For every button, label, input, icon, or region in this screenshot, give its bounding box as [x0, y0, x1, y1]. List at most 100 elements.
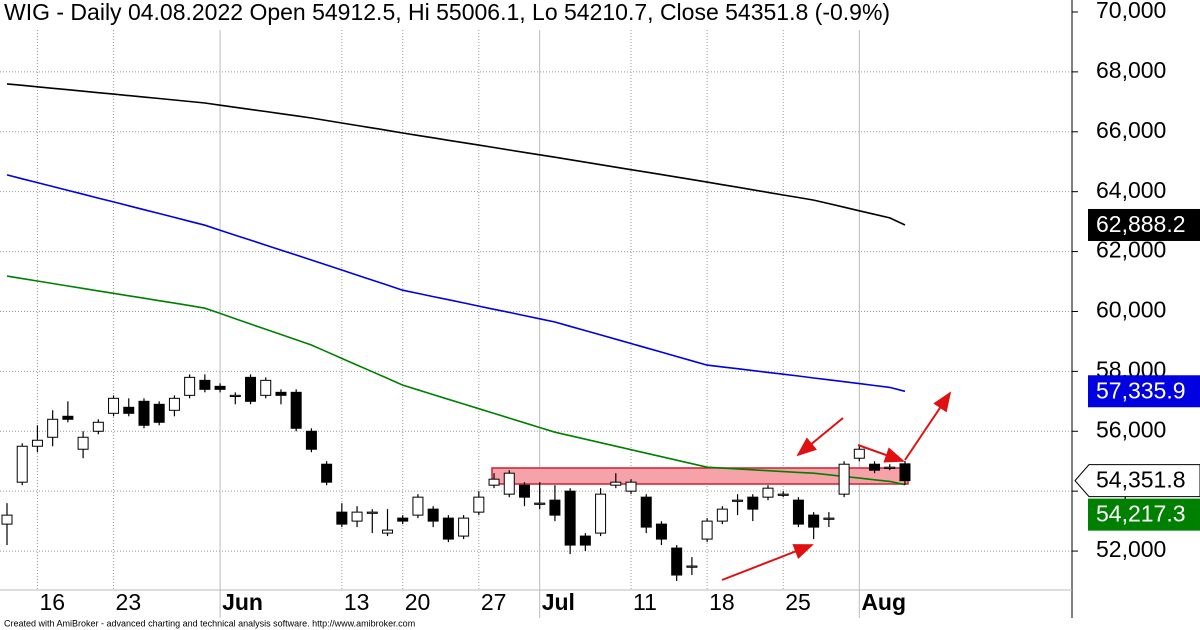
value-box: [1088, 375, 1200, 408]
candle-body: [199, 379, 211, 390]
candle-body: [92, 421, 104, 432]
close-box: [1074, 464, 1200, 498]
candle-body: [640, 496, 652, 528]
candle-body: [245, 376, 257, 402]
candle-body: [595, 493, 607, 534]
grid-layer: [0, 0, 1072, 618]
x-tick-label: 11: [633, 589, 657, 615]
x-tick-label: Jul: [542, 589, 575, 615]
candle-body: [275, 391, 287, 396]
candle-body: [732, 499, 744, 502]
y-tick-label: 64,000: [1096, 177, 1166, 203]
candle-body: [884, 466, 896, 469]
arrow: [857, 444, 905, 463]
candle-body: [31, 439, 43, 447]
x-tick-label: 20: [405, 589, 431, 615]
candle-body: [138, 400, 150, 426]
candle-body: [518, 484, 530, 498]
x-tick-label: Jun: [222, 589, 263, 615]
candle-body: [184, 376, 196, 396]
x-tick-label: 18: [709, 589, 735, 615]
candle-body: [214, 385, 226, 390]
candle-body: [671, 547, 683, 576]
candle-body: [123, 406, 135, 414]
candle-body: [77, 436, 89, 450]
candle-body: [47, 418, 59, 438]
candle-body: [168, 397, 180, 411]
candle-body: [153, 403, 165, 423]
y-tick-label: 70,000: [1096, 0, 1166, 23]
x-tick-label: 23: [116, 589, 142, 615]
x-tick-label: Aug: [861, 589, 906, 615]
candle-body: [290, 391, 302, 429]
moving-average: [6, 174, 906, 393]
candle-body: [382, 529, 393, 534]
candle-body: [458, 517, 470, 537]
candle-body: [792, 499, 804, 525]
footer: Created with AmiBroker - advanced charti…: [4, 618, 415, 628]
candle-body: [716, 508, 728, 522]
candle-layer: [1, 374, 911, 582]
candle-body: [366, 511, 378, 514]
candle-body: [823, 517, 835, 520]
candle-body: [747, 496, 759, 510]
candle-body: [549, 499, 561, 516]
candle-body: [336, 511, 348, 525]
value-box-label: 62,888.2: [1096, 211, 1186, 237]
value-box-label: 54,217.3: [1096, 501, 1186, 527]
moving-average: [6, 275, 906, 486]
candle-body: [305, 430, 317, 450]
candle-body: [869, 463, 881, 471]
candle-body: [838, 463, 850, 495]
annotations: [721, 391, 952, 581]
candle-body: [1, 514, 13, 525]
candle-body: [503, 472, 515, 495]
candle-body: [351, 511, 363, 522]
x-tick-label: 25: [785, 589, 811, 615]
candle-body: [655, 523, 667, 540]
candle-body: [686, 565, 698, 568]
candle-body: [564, 490, 576, 546]
candle-body: [625, 481, 637, 492]
candle-body: [397, 517, 409, 522]
y-tick-label: 62,000: [1096, 237, 1166, 263]
x-tick-label: 16: [39, 589, 65, 615]
value-box-label: 57,335.9: [1096, 377, 1186, 403]
close-label: 54,351.8: [1096, 467, 1186, 493]
x-tick-label: 27: [481, 589, 507, 615]
candle-body: [853, 448, 865, 459]
candle-body: [229, 394, 241, 398]
candle-body: [534, 502, 546, 505]
chart-title: WIG - Daily 04.08.2022 Open 54912.5, Hi …: [4, 0, 890, 25]
line-layer: [6, 83, 906, 486]
x-tick-label: 13: [344, 589, 370, 615]
y-tick-label: 60,000: [1096, 297, 1166, 323]
y-tick-label: 66,000: [1096, 117, 1166, 143]
candle-body: [62, 415, 74, 420]
candle-body: [473, 496, 485, 513]
value-box: [1088, 498, 1200, 531]
arrow: [721, 544, 814, 581]
y-tick-label: 52,000: [1096, 536, 1166, 562]
candle-body: [412, 496, 424, 516]
title-bg: [0, 0, 1072, 30]
candle-body: [16, 445, 28, 483]
title-group: WIG - Daily 04.08.2022 Open 54912.5, Hi …: [0, 0, 1072, 30]
candle-body: [899, 463, 911, 482]
candle-body: [427, 508, 439, 522]
candle-body: [260, 379, 272, 396]
candle-body: [762, 487, 774, 498]
candle-body: [777, 493, 789, 496]
value-box: [1088, 208, 1200, 241]
candle-body: [488, 478, 500, 486]
candle-body: [108, 397, 120, 414]
candle-body: [579, 535, 591, 546]
candle-body: [610, 481, 622, 486]
y-tick-label: 68,000: [1096, 57, 1166, 83]
candle-body: [442, 517, 454, 540]
candle-body: [808, 514, 820, 528]
y-tick-label: 56,000: [1096, 416, 1166, 442]
candle-body: [321, 463, 333, 483]
axis-layer: 52,00054,00056,00058,00060,00062,00064,0…: [39, 0, 1200, 615]
